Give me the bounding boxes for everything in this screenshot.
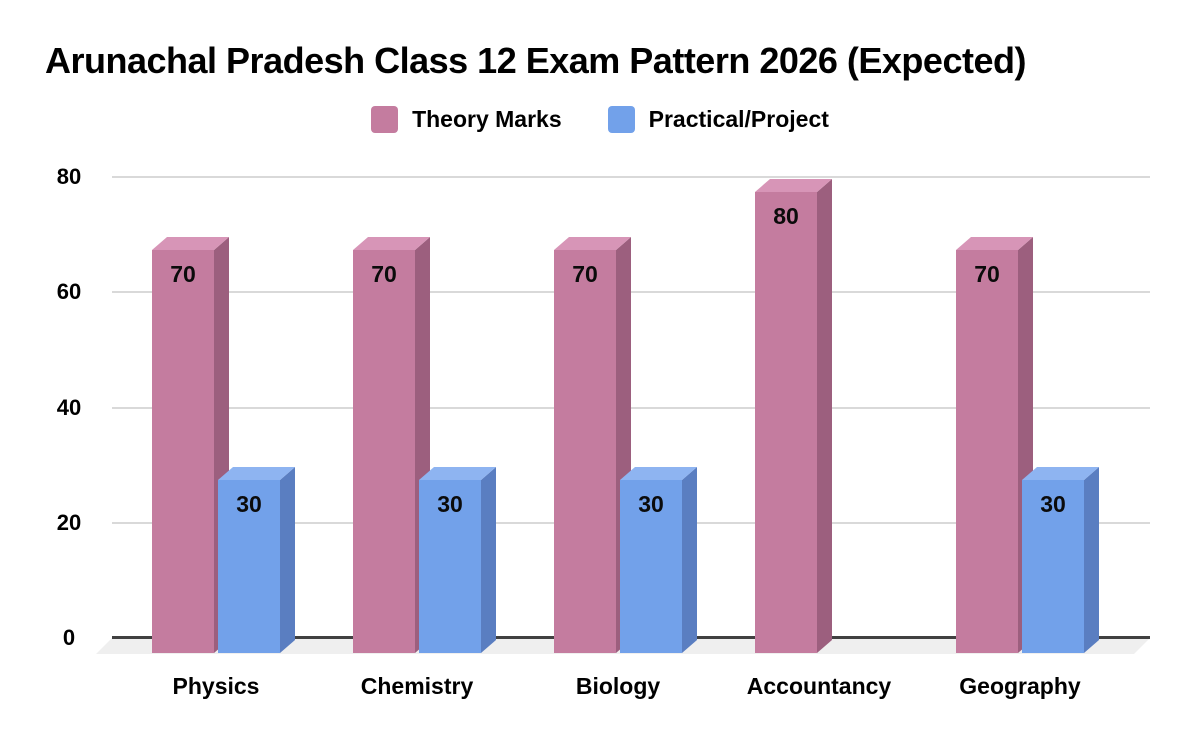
x-label-biology: Biology [575,673,661,699]
bar-top-face [353,237,430,250]
bar-front-face [152,250,214,653]
bar-side-face [817,179,832,653]
bar-front-face [956,250,1018,653]
y-tick-40: 40 [56,394,82,420]
bar-value-label: 30 [437,491,463,517]
bar-top-face [554,237,631,250]
bar-practical-chemistry: 30 [419,467,496,653]
bar-top-face [419,467,496,480]
x-label-chemistry: Chemistry [360,673,474,699]
bar-value-label: 70 [572,261,598,287]
bar-top-face [956,237,1033,250]
bar-top-face [620,467,697,480]
bar-practical-biology: 30 [620,467,697,653]
bar-side-face [280,467,295,653]
bar-front-face [218,480,280,653]
x-label-physics: Physics [172,673,260,699]
bar-front-face [419,480,481,653]
bar-top-face [755,179,832,192]
bar-practical-geography: 30 [1022,467,1099,653]
bar-theory-biology: 70 [554,237,631,653]
bar-theory-geography: 70 [956,237,1033,653]
bar-theory-accountancy: 80 [755,179,832,653]
legend-label-theory: Theory Marks [412,106,562,132]
bar-value-label: 80 [773,203,799,229]
legend-item-practical: Practical/Project [607,106,829,133]
gridline-40 [112,406,1150,409]
legend-label-practical: Practical/Project [648,106,829,132]
y-tick-20: 20 [56,509,82,535]
bar-front-face [554,250,616,653]
bar-side-face [1084,467,1099,653]
bar-side-face [682,467,697,653]
bar-value-label: 30 [236,491,262,517]
chart-title: Arunachal Pradesh Class 12 Exam Pattern … [45,40,1026,81]
gridline-80 [112,176,1150,178]
legend-swatch-theory-icon [371,106,399,133]
y-tick-0: 0 [62,625,76,650]
bar-front-face [353,250,415,653]
bar-top-face [1022,467,1099,480]
bar-side-face [481,467,496,653]
bar-theory-chemistry: 70 [353,237,430,653]
bar-value-label: 70 [371,261,397,287]
bar-value-label: 30 [638,491,664,517]
bar-theory-physics: 70 [152,237,229,653]
legend-swatch-practical-icon [607,106,635,133]
bar-front-face [620,480,682,653]
legend: Theory Marks Practical/Project [0,106,1200,133]
bar-front-face [1022,480,1084,653]
bar-value-label: 30 [1040,491,1066,517]
bar-front-face [755,192,817,653]
y-tick-60: 60 [56,279,82,305]
gridline-60 [112,291,1150,294]
bar-value-label: 70 [974,261,1000,287]
bar-top-face [152,237,229,250]
x-label-geography: Geography [959,673,1081,699]
legend-item-theory: Theory Marks [371,106,562,133]
bar-value-label: 70 [170,261,196,287]
y-tick-80: 80 [56,164,82,189]
bar-practical-physics: 30 [218,467,295,653]
bar-top-face [218,467,295,480]
x-label-accountancy: Accountancy [746,673,892,699]
